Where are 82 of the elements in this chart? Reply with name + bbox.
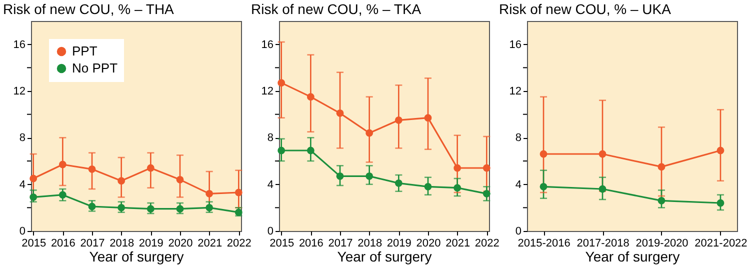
x-tick-label: 2019-2020	[636, 238, 688, 250]
y-tick-label: 12	[261, 86, 274, 98]
point	[306, 146, 314, 154]
x-tick-label: 2021	[198, 238, 222, 250]
x-tick-label: 2021-2022	[694, 238, 748, 250]
point	[540, 150, 548, 158]
x-tick-label: 2018	[110, 238, 134, 250]
point	[598, 150, 606, 158]
point	[482, 164, 490, 172]
point	[30, 174, 38, 182]
legend-label: PPT	[72, 44, 98, 58]
point	[716, 199, 724, 207]
point	[306, 93, 314, 101]
point	[278, 146, 286, 154]
x-tick-label: 2016	[298, 238, 324, 250]
y-tick-label: 0	[515, 226, 522, 238]
x-tick-label: 2017	[80, 238, 105, 250]
point	[58, 160, 66, 168]
point	[30, 193, 38, 201]
x-tick-label: 2017-2018	[576, 238, 630, 250]
point	[658, 196, 666, 204]
point	[658, 163, 666, 171]
x-tick-label: 2019	[386, 238, 412, 250]
x-tick-label: 2016	[50, 238, 76, 250]
x-axis-title: Year of surgery	[337, 248, 432, 264]
x-axis-title: Year of surgery	[585, 248, 680, 264]
y-tick-label: 12	[509, 86, 522, 98]
point	[540, 182, 548, 190]
legend-label: No PPT	[72, 60, 118, 76]
x-tick-label: 2015	[22, 238, 46, 250]
point	[176, 205, 184, 213]
point	[206, 204, 214, 212]
chart-title: Risk of new COU, % – THA	[3, 1, 175, 17]
point	[716, 146, 724, 154]
point	[366, 129, 374, 137]
x-tick-label: 2022	[226, 238, 252, 250]
point	[424, 182, 432, 190]
point	[336, 109, 344, 117]
point	[88, 202, 96, 210]
x-tick-label: 2020	[416, 238, 441, 250]
point	[58, 191, 66, 199]
point	[336, 172, 344, 180]
x-tick-label: 2019	[138, 238, 164, 250]
y-tick-label: 16	[509, 38, 522, 51]
point	[394, 179, 402, 187]
y-tick-label: 4	[19, 178, 26, 191]
point	[424, 114, 432, 122]
point	[454, 184, 462, 192]
point	[598, 185, 606, 193]
point	[454, 164, 462, 172]
x-tick-label: 2017	[328, 238, 353, 250]
chart-title: Risk of new COU, % – UKA	[499, 1, 672, 17]
y-tick-label: 8	[267, 132, 274, 144]
y-tick-label: 0	[267, 226, 274, 238]
point	[118, 204, 126, 212]
point	[206, 190, 214, 198]
point	[234, 188, 242, 196]
y-tick-label: 12	[13, 86, 26, 98]
y-tick-label: 8	[19, 132, 26, 144]
x-tick-label: 2015	[270, 238, 294, 250]
point	[366, 172, 374, 180]
y-tick-label: 4	[515, 178, 522, 191]
x-axis-title: Year of surgery	[89, 248, 184, 264]
x-tick-label: 2021	[446, 238, 470, 250]
point	[176, 176, 184, 184]
point	[278, 79, 286, 87]
chart-title: Risk of new COU, % – TKA	[251, 1, 422, 17]
y-tick-label: 4	[267, 178, 274, 191]
x-tick-label: 2022	[474, 238, 500, 250]
y-tick-label: 16	[261, 38, 274, 51]
y-tick-label: 8	[515, 132, 522, 144]
point	[146, 205, 154, 213]
x-tick-label: 2018	[358, 238, 382, 250]
point	[88, 165, 96, 173]
x-tick-label: 2015-2016	[518, 238, 570, 250]
point	[394, 116, 402, 124]
point	[118, 177, 126, 185]
y-tick-label: 16	[13, 38, 26, 51]
point	[482, 190, 490, 198]
y-tick-label: 0	[19, 226, 26, 238]
point	[146, 164, 154, 172]
x-tick-label: 2020	[168, 238, 193, 250]
